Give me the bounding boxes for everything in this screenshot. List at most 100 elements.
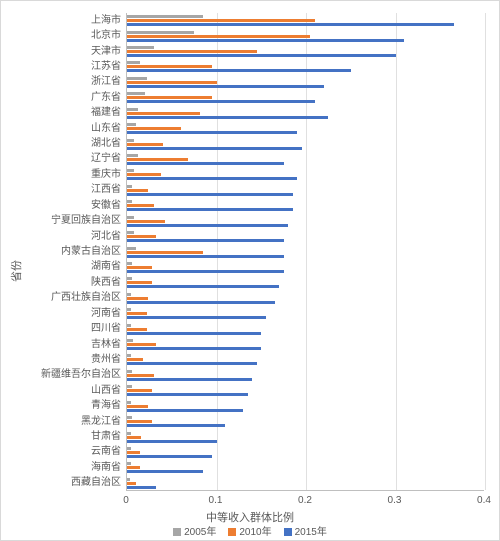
gridline — [396, 13, 397, 490]
category-label: 山东省 — [1, 124, 121, 134]
bar — [127, 61, 140, 64]
bar — [127, 405, 148, 408]
x-tick-label: 0.4 — [477, 495, 491, 506]
bar — [127, 343, 156, 346]
bar — [127, 231, 134, 234]
category-label: 广西壮族自治区 — [1, 293, 121, 303]
category-label: 河南省 — [1, 309, 121, 319]
bar — [127, 147, 302, 150]
bar — [127, 455, 212, 458]
bar — [127, 447, 131, 450]
bar — [127, 420, 152, 423]
bar — [127, 39, 404, 42]
bar — [127, 23, 454, 26]
bar — [127, 255, 284, 258]
bar — [127, 297, 148, 300]
bar — [127, 131, 297, 134]
category-label: 安徽省 — [1, 201, 121, 211]
bar — [127, 316, 266, 319]
bar — [127, 208, 293, 211]
bar — [127, 385, 132, 388]
bar — [127, 312, 147, 315]
category-label: 新疆维吾尔自治区 — [1, 370, 121, 380]
legend-item: 2010年 — [228, 523, 271, 538]
bar — [127, 162, 284, 165]
bar — [127, 251, 203, 254]
bar — [127, 15, 203, 18]
bar — [127, 224, 288, 227]
bar — [127, 378, 252, 381]
bar — [127, 96, 212, 99]
bar — [127, 235, 156, 238]
bar — [127, 416, 132, 419]
bar — [127, 169, 134, 172]
bar — [127, 92, 145, 95]
x-tick-label: 0.2 — [298, 495, 312, 506]
bar — [127, 424, 225, 427]
bar — [127, 216, 134, 219]
bar — [127, 358, 143, 361]
bar — [127, 81, 217, 84]
legend-label: 2010年 — [239, 527, 271, 538]
bar — [127, 123, 136, 126]
bar — [127, 324, 131, 327]
category-label: 湖南省 — [1, 262, 121, 272]
bar — [127, 462, 131, 465]
bar — [127, 158, 188, 161]
category-label: 江西省 — [1, 185, 121, 195]
bar — [127, 247, 136, 250]
bar — [127, 108, 138, 111]
category-label: 云南省 — [1, 447, 121, 457]
bar — [127, 328, 147, 331]
legend-swatch — [228, 528, 236, 536]
bar — [127, 262, 132, 265]
legend: 2005年2010年2015年 — [1, 523, 499, 538]
chart-container: 省份 中等收入群体比例 2005年2010年2015年 00.10.20.30.… — [0, 0, 500, 541]
bar — [127, 116, 328, 119]
bar — [127, 139, 134, 142]
bar — [127, 466, 140, 469]
category-label: 内蒙古自治区 — [1, 247, 121, 257]
bar — [127, 77, 147, 80]
bar — [127, 451, 140, 454]
category-label: 贵州省 — [1, 355, 121, 365]
category-label: 河北省 — [1, 232, 121, 242]
bar — [127, 401, 131, 404]
x-tick-label: 0.1 — [209, 495, 223, 506]
bar — [127, 154, 138, 157]
bar — [127, 486, 156, 489]
bar — [127, 409, 243, 412]
bar — [127, 31, 194, 34]
bar — [127, 112, 200, 115]
bar — [127, 189, 148, 192]
category-label: 江苏省 — [1, 62, 121, 72]
bar — [127, 339, 133, 342]
bar — [127, 285, 279, 288]
bar — [127, 301, 275, 304]
bar — [127, 193, 293, 196]
bar — [127, 46, 154, 49]
category-label: 青海省 — [1, 401, 121, 411]
bar — [127, 200, 132, 203]
bar — [127, 440, 217, 443]
bar — [127, 69, 351, 72]
bar — [127, 65, 212, 68]
legend-item: 2015年 — [284, 523, 327, 538]
category-label: 广东省 — [1, 93, 121, 103]
category-label: 福建省 — [1, 108, 121, 118]
bar — [127, 177, 297, 180]
bar — [127, 332, 261, 335]
bar — [127, 100, 315, 103]
bar — [127, 389, 152, 392]
bar — [127, 220, 165, 223]
legend-swatch — [284, 528, 292, 536]
bar — [127, 185, 132, 188]
category-label: 宁夏回族自治区 — [1, 216, 121, 226]
bar — [127, 432, 131, 435]
bar — [127, 482, 136, 485]
bar — [127, 270, 284, 273]
bar — [127, 393, 248, 396]
bar — [127, 308, 131, 311]
category-label: 陕西省 — [1, 278, 121, 288]
category-label: 海南省 — [1, 463, 121, 473]
